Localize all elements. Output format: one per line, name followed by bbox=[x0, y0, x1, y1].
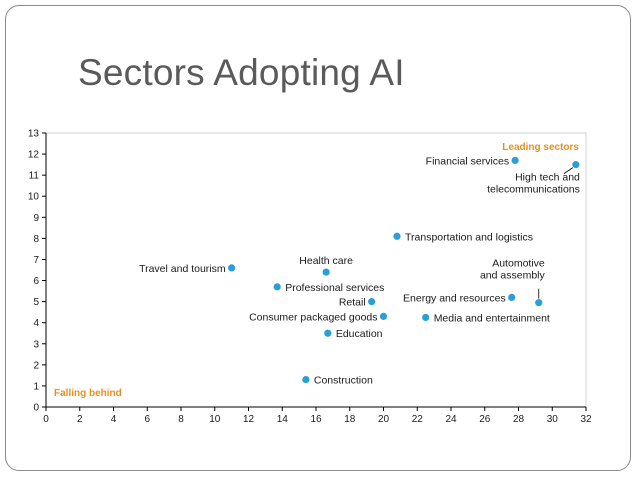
y-tick-label: 1 bbox=[33, 381, 39, 392]
financial-services-label: Financial services bbox=[426, 155, 509, 167]
transportation-and-logistics-point bbox=[393, 232, 401, 240]
x-tick-label: 16 bbox=[310, 414, 322, 425]
retail-label-line: Retail bbox=[339, 297, 366, 309]
financial-services-point bbox=[511, 156, 519, 164]
energy-and-resources-label: Energy and resources bbox=[403, 292, 506, 304]
x-tick-label: 4 bbox=[111, 414, 117, 425]
media-and-entertainment-label: Media and entertainment bbox=[434, 312, 550, 324]
transportation-and-logistics-label: Transportation and logistics bbox=[405, 231, 533, 243]
leading-sectors-annotation: Leading sectors bbox=[502, 142, 579, 153]
x-tick-label: 30 bbox=[547, 414, 559, 425]
education-label: Education bbox=[336, 328, 383, 340]
x-tick-label: 0 bbox=[43, 414, 49, 425]
y-tick-label: 5 bbox=[33, 297, 39, 308]
y-tick-label: 13 bbox=[28, 129, 40, 140]
retail-point bbox=[368, 298, 376, 306]
professional-services-label-line: Professional services bbox=[285, 282, 384, 294]
x-tick-label: 2 bbox=[77, 414, 83, 425]
health-care-label: Health care bbox=[299, 255, 353, 267]
transportation-and-logistics-label-line: Transportation and logistics bbox=[405, 231, 533, 243]
education-point bbox=[324, 329, 332, 337]
y-tick-label: 11 bbox=[29, 171, 40, 182]
high-tech-and-telecommunications-label-line: High tech and bbox=[515, 172, 580, 184]
construction-label-line: Construction bbox=[314, 375, 373, 387]
travel-and-tourism-point bbox=[228, 264, 236, 272]
high-tech-and-telecommunications-leader-line bbox=[563, 167, 574, 174]
health-care-point bbox=[322, 268, 330, 276]
construction-point bbox=[302, 376, 310, 384]
x-tick-label: 32 bbox=[580, 414, 592, 425]
automotive-and-assembly-point bbox=[535, 299, 543, 307]
travel-and-tourism-label: Travel and tourism bbox=[139, 263, 226, 275]
slide-frame: Sectors Adopting AI bbox=[5, 5, 631, 471]
energy-and-resources-point bbox=[508, 293, 516, 301]
y-tick-label: 7 bbox=[33, 255, 39, 266]
slide-title: Sectors Adopting AI bbox=[78, 52, 405, 93]
x-tick-label: 6 bbox=[144, 414, 150, 425]
x-tick-label: 8 bbox=[178, 414, 184, 425]
y-tick-label: 3 bbox=[33, 339, 39, 350]
consumer-packaged-goods-label: Consumer packaged goods bbox=[249, 311, 377, 323]
professional-services-point bbox=[273, 283, 281, 291]
x-tick-label: 22 bbox=[412, 414, 424, 425]
y-tick-label: 4 bbox=[33, 318, 39, 329]
x-tick-label: 24 bbox=[445, 414, 457, 425]
x-tick-label: 20 bbox=[378, 414, 390, 425]
automotive-and-assembly-label: Automotive and assembly bbox=[480, 258, 546, 282]
media-and-entertainment-point bbox=[422, 313, 430, 322]
falling-behind-annotation: Falling behind bbox=[54, 388, 122, 399]
y-tick-label: 6 bbox=[33, 276, 39, 287]
high-tech-and-telecommunications-point bbox=[572, 161, 580, 169]
x-tick-label: 18 bbox=[344, 414, 356, 425]
y-tick-label: 9 bbox=[33, 213, 39, 224]
high-tech-and-telecommunications-label: High tech and telecommunications bbox=[487, 172, 580, 196]
y-tick-label: 10 bbox=[28, 192, 40, 203]
x-tick-label: 12 bbox=[243, 414, 255, 425]
x-tick-label: 28 bbox=[513, 414, 525, 425]
y-tick-label: 12 bbox=[28, 150, 40, 161]
x-tick-label: 26 bbox=[479, 414, 491, 425]
y-tick-label: 8 bbox=[33, 234, 39, 245]
y-tick-label: 0 bbox=[33, 403, 39, 414]
education-label-line: Education bbox=[336, 328, 383, 340]
x-tick-label: 14 bbox=[277, 414, 289, 425]
consumer-packaged-goods-label-line: Consumer packaged goods bbox=[249, 311, 377, 323]
construction-label: Construction bbox=[314, 375, 373, 387]
y-tick-label: 2 bbox=[33, 360, 39, 371]
energy-and-resources-label-line: Energy and resources bbox=[403, 292, 506, 304]
automotive-and-assembly-label-line: Automotive bbox=[492, 258, 545, 270]
automotive-and-assembly-label-line: and assembly bbox=[480, 270, 546, 282]
x-tick-label: 10 bbox=[209, 414, 221, 425]
high-tech-and-telecommunications-label-line: telecommunications bbox=[487, 184, 580, 196]
professional-services-label: Professional services bbox=[285, 282, 384, 294]
travel-and-tourism-label-line: Travel and tourism bbox=[139, 263, 226, 275]
retail-label: Retail bbox=[339, 297, 366, 309]
financial-services-label-line: Financial services bbox=[426, 155, 509, 167]
media-and-entertainment-label-line: Media and entertainment bbox=[434, 312, 550, 324]
health-care-label-line: Health care bbox=[299, 255, 353, 267]
consumer-packaged-goods-point bbox=[379, 312, 388, 320]
